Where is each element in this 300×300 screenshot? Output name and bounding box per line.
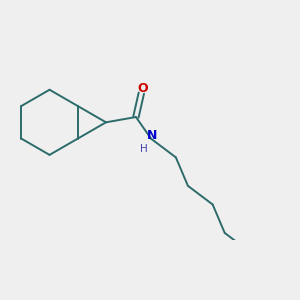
Text: N: N <box>147 129 158 142</box>
Text: H: H <box>140 143 147 154</box>
Text: O: O <box>137 82 148 95</box>
